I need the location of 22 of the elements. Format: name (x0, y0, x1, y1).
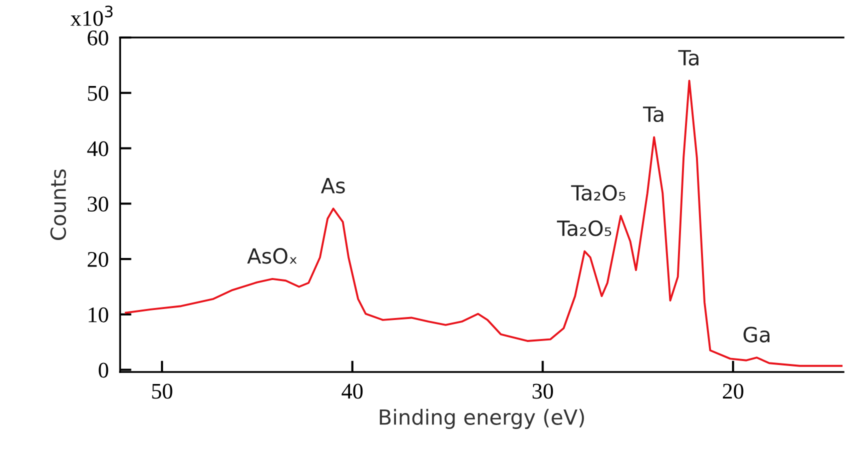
y-tick-label: 10 (88, 307, 108, 322)
text: x10$^{3}$ (70, 6, 113, 26)
annotation: As (320, 178, 345, 194)
annotation: Ta₂O₅ (571, 184, 626, 201)
y-axis-title: Counts (50, 169, 66, 240)
y-tick-label: 40 (87, 141, 108, 156)
annotation: Ta (642, 106, 664, 122)
annotation: Ta (678, 50, 698, 66)
annotation: Ta₂O₅ (556, 220, 612, 236)
x-tick-label: 40 (342, 384, 363, 399)
x-tick-label: 20 (722, 384, 744, 399)
line-series (124, 80, 843, 367)
annotation: AsOₓ (247, 248, 297, 264)
annotation: Ga (744, 326, 770, 342)
y-tick-label: 0 (98, 362, 108, 378)
x-tick-label: 30 (532, 384, 553, 399)
y-tick-label: 20 (88, 252, 108, 267)
y-tick-label: 30 (88, 196, 108, 212)
x-axis-title: Binding energy (eV) (380, 408, 584, 429)
x-tick-label: 50 (152, 384, 172, 399)
y-tick-label: 60 (88, 30, 108, 46)
y-tick-label: 50 (88, 86, 108, 101)
